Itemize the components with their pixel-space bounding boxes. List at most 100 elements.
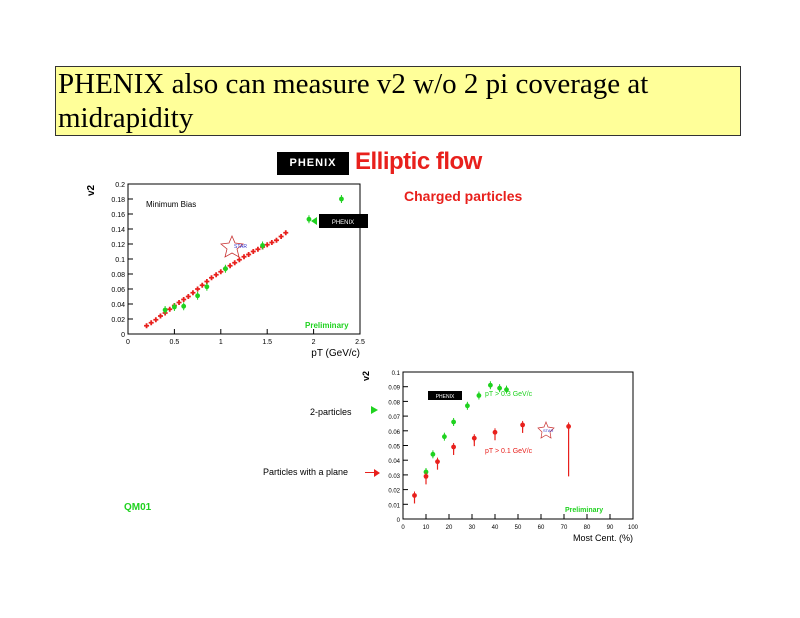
y-tick-label: 0.06 <box>388 430 400 436</box>
data-point-red <box>435 459 440 465</box>
x-tick-label: 50 <box>515 525 522 531</box>
x-tick-label: 10 <box>423 525 430 531</box>
data-point-red <box>213 272 219 278</box>
data-point-green <box>195 293 200 299</box>
data-point-red <box>273 237 279 243</box>
y-tick-label: 0.09 <box>388 386 400 392</box>
phenix-icon <box>319 214 368 228</box>
y-tick-label: 0.08 <box>111 272 125 279</box>
y-tick-label: 0.16 <box>111 212 125 219</box>
y-tick-label: 0.04 <box>388 459 400 465</box>
y-tick-label: 0.12 <box>111 242 125 249</box>
y-axis-label: v2 <box>86 184 97 196</box>
star-icon <box>220 234 244 258</box>
x-axis-label: pT (GeV/c) <box>311 348 360 359</box>
y-tick-label: 0.1 <box>392 371 401 377</box>
y-tick-label: 0.07 <box>388 415 400 421</box>
slide-title: PHENIX also can measure v2 w/o 2 pi cove… <box>58 68 649 134</box>
y-tick-label: 0.01 <box>388 503 400 509</box>
data-point-red <box>190 290 196 296</box>
green-arrow-icon <box>371 406 378 414</box>
x-tick-label: 0 <box>126 339 130 346</box>
x-tick-label: 0 <box>401 525 405 531</box>
y-tick-label: 0.2 <box>115 182 125 189</box>
x-tick-label: 2.5 <box>355 339 365 346</box>
data-point-red <box>199 282 205 288</box>
annotation-pt03: pT > 0.3 GeV/c <box>485 391 533 398</box>
x-tick-label: 70 <box>561 525 568 531</box>
phenix-icon-2-label: PHENIX <box>436 394 455 400</box>
x-tick-label: 60 <box>538 525 545 531</box>
headline: Elliptic flow <box>355 148 482 175</box>
data-point-green <box>504 387 509 393</box>
red-arrow-icon <box>374 469 380 477</box>
data-point-red <box>227 263 233 269</box>
x-tick-label: 40 <box>492 525 499 531</box>
data-point-red <box>157 313 163 319</box>
phenix-icon-label: PHENIX <box>332 220 354 226</box>
data-point-red <box>269 240 275 245</box>
qm01-label: QM01 <box>124 502 152 513</box>
data-point-green <box>204 284 210 290</box>
data-point-green <box>260 243 265 248</box>
y-tick-label: 0 <box>121 332 125 339</box>
y-tick-label: 0 <box>397 518 401 524</box>
x-tick-label: 30 <box>469 525 476 531</box>
annotation-min-bias: Minimum Bias <box>146 200 196 209</box>
data-point-green <box>172 304 177 310</box>
data-point-green <box>465 403 470 409</box>
x-tick-label: 1.5 <box>262 339 272 346</box>
title-box: PHENIX also can measure v2 w/o 2 pi cove… <box>55 66 741 136</box>
chart-v2-vs-centrality: 0 0.01 0.02 0.03 0.04 0.05 0.06 0.07 0.08 0.09 0.1… <box>361 371 639 543</box>
data-point-red <box>218 269 224 275</box>
y-tick-label: 0.08 <box>388 400 400 406</box>
phenix-logo: PHENIX <box>277 152 349 175</box>
data-point-red <box>255 246 261 252</box>
chart-v2-vs-pt: 0 0.02 0.04 0.06 0.08 0.1 0.12 0.14 0.16 0.18 0.2 0… <box>86 182 368 359</box>
data-point-green <box>423 469 429 475</box>
data-point-red <box>209 275 215 281</box>
y-tick-label: 0.05 <box>388 445 400 451</box>
data-point-green <box>223 266 228 272</box>
data-point-green <box>306 216 312 222</box>
y-axis-label: v2 <box>361 371 371 381</box>
y-tick-label: 0.03 <box>388 474 400 480</box>
y-tick-label: 0.02 <box>111 317 125 324</box>
x-axis-label: Most Cent. (%) <box>573 533 633 543</box>
data-point-green <box>476 393 482 398</box>
x-tick-label: 2 <box>312 339 316 346</box>
x-tick-label: 80 <box>584 525 591 531</box>
data-point-red <box>236 257 242 263</box>
data-point-red <box>153 317 159 323</box>
phenix-icon-2 <box>428 391 462 400</box>
x-tick-label: 90 <box>607 525 614 531</box>
x-tick-label: 1 <box>219 339 223 346</box>
two-particles-annot: 2-particles <box>310 407 352 417</box>
data-point-green <box>497 385 502 391</box>
data-point-green <box>430 451 436 457</box>
data-point-red <box>520 422 525 428</box>
charged-particles-label: Charged particles <box>404 188 523 204</box>
data-point-red <box>167 306 173 312</box>
data-point-red <box>471 435 477 441</box>
data-point-green <box>488 382 493 388</box>
y-tick-label: 0.06 <box>111 287 125 294</box>
star-icon-2 <box>537 421 555 439</box>
data-point-red <box>250 249 256 254</box>
data-point-green <box>451 419 456 425</box>
data-point-red <box>241 254 247 260</box>
annotation-pt01: pT > 0.1 GeV/c <box>485 448 533 455</box>
y-tick-label: 0.04 <box>111 302 125 309</box>
data-point-red <box>278 234 284 239</box>
data-point-green <box>339 196 344 202</box>
y-tick-label: 0.14 <box>111 227 125 234</box>
data-point-red <box>148 320 154 326</box>
data-point-green <box>442 434 447 440</box>
data-point-red <box>264 242 270 248</box>
data-point-red <box>232 260 238 266</box>
data-point-red <box>185 294 191 299</box>
data-point-red <box>412 493 417 498</box>
star-icon-2-label: STAR <box>543 428 553 433</box>
y-tick-label: 0.1 <box>115 257 125 264</box>
x-tick-label: 100 <box>628 525 639 531</box>
